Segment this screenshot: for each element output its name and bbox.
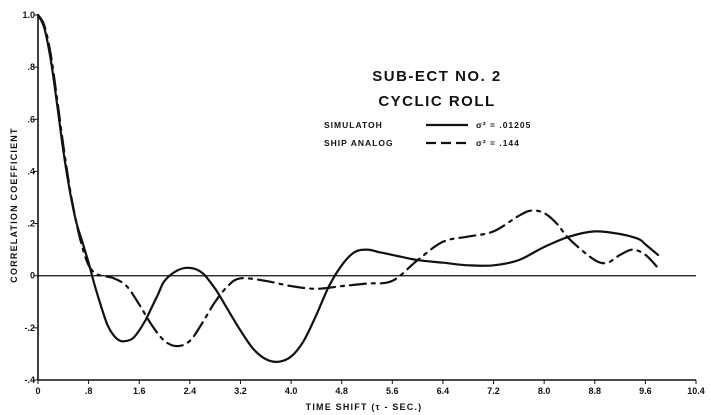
x-tick-label: 8.0 [538, 386, 551, 396]
x-tick-label: 2.4 [184, 386, 197, 396]
x-tick-label: 5.6 [386, 386, 399, 396]
legend-label-ship-analog: SHIP ANALOG [324, 138, 394, 148]
y-tick-label: -.2 [24, 323, 35, 333]
legend: SIMULATOH σ² = .01205 SHIP ANALOG σ² = .… [324, 120, 531, 148]
legend-variance-ship-analog: σ² = .144 [476, 138, 520, 148]
y-tick-label: .2 [27, 219, 35, 229]
x-axis-label: TIME SHIFT (τ - SEC.) [306, 402, 423, 412]
y-tick-label: .8 [27, 62, 35, 72]
x-tick-label: 10.4 [687, 386, 705, 396]
legend-label-simulator: SIMULATOH [324, 120, 383, 130]
chart-title: SUB-ECT NO. 2 [372, 68, 502, 85]
axes [34, 14, 697, 384]
x-tick-label: 8.8 [589, 386, 602, 396]
x-tick-label: 6.4 [437, 386, 450, 396]
series-line-simulator [36, 13, 660, 363]
y-tick-label: .6 [27, 114, 35, 124]
x-tick-label: 9.6 [639, 386, 652, 396]
x-tick-label: 7.2 [487, 386, 500, 396]
legend-variance-simulator: σ² = .01205 [476, 120, 531, 130]
x-tick-label: 3.2 [234, 386, 247, 396]
chart-subtitle: CYCLIC ROLL [378, 93, 495, 110]
x-tick-label: .8 [85, 386, 93, 396]
y-tick-label: 0 [30, 271, 35, 281]
x-tick-label: 0 [35, 386, 40, 396]
x-tick-label: 1.6 [133, 386, 146, 396]
series-line-ship-analog [36, 13, 660, 348]
y-tick-label: -.4 [24, 375, 35, 385]
series-layer [36, 13, 660, 363]
y-tick-label: 1.0 [22, 10, 35, 20]
y-axis-label: CORRELATION COEFFICIENT [9, 127, 19, 282]
tick-labels: 0 .8 1.6 2.4 3.2 4.0 4.8 5.6 6.4 7.2 8.0 8.8 9.6 10.4… [22, 10, 704, 396]
x-tick-label: 4.0 [285, 386, 298, 396]
x-tick-label: 4.8 [335, 386, 348, 396]
y-tick-label: .4 [27, 166, 35, 176]
